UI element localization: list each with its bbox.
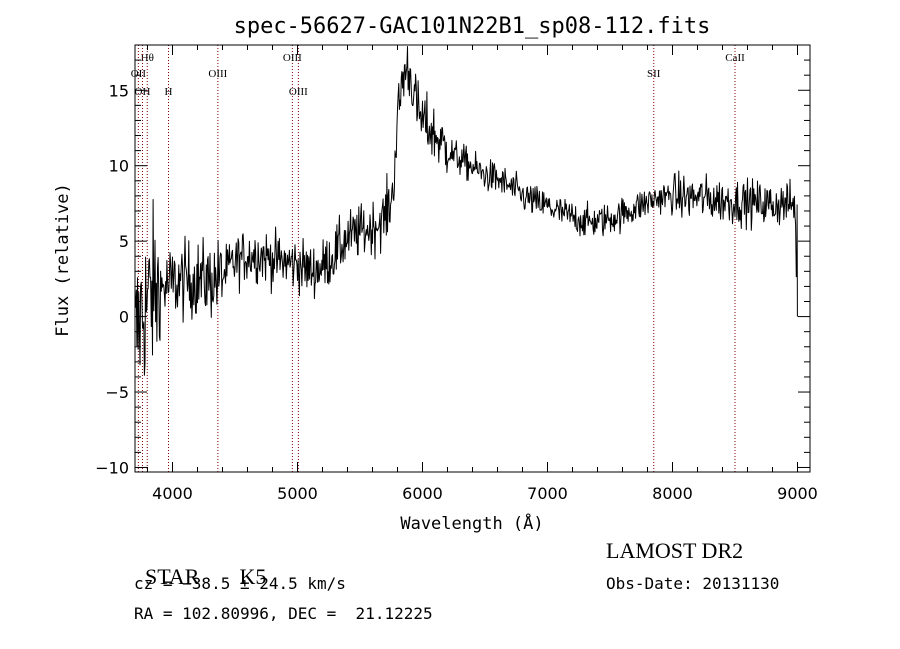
class-label: STAR bbox=[145, 564, 200, 589]
line-label-5: OIII bbox=[283, 52, 302, 64]
y-tick-label: −5 bbox=[105, 383, 129, 402]
axis-ticks: 4000 5000 6000 7000 8000 9000 −10 −5 0 5 10 15 bbox=[95, 45, 818, 503]
survey-label: LAMOST DR2 bbox=[606, 538, 744, 563]
x-tick-label: 5000 bbox=[277, 484, 318, 503]
x-tick-label: 9000 bbox=[777, 484, 818, 503]
coordinates-label: RA = 102.80996, DEC = 21.12225 bbox=[134, 604, 433, 623]
line-label-6: OIII bbox=[289, 86, 308, 98]
subclass-label: K5 bbox=[239, 564, 267, 589]
x-tick-label: 8000 bbox=[652, 484, 693, 503]
line-label-0: Hθ bbox=[141, 52, 154, 64]
x-tick-label: 7000 bbox=[527, 484, 568, 503]
y-tick-label: 10 bbox=[109, 157, 129, 176]
line-label-4: OIII bbox=[208, 68, 227, 80]
y-tick-label: −10 bbox=[95, 458, 129, 477]
y-tick-label: 5 bbox=[119, 232, 129, 251]
spectrum-trace bbox=[134, 46, 798, 376]
x-tick-label: 4000 bbox=[152, 484, 193, 503]
line-label-1: OII bbox=[131, 68, 147, 80]
chart-title: spec-56627-GAC101N22B1_sp08-112.fits bbox=[234, 14, 711, 39]
object-class: STAR K5 bbox=[134, 538, 266, 590]
y-tick-label: 15 bbox=[109, 81, 129, 100]
line-label-3: H bbox=[165, 86, 173, 98]
y-axis-label: Flux (relative) bbox=[53, 183, 73, 337]
emission-line-markers: Hθ OII OH H OIII OIII OIII SII CaII bbox=[131, 45, 745, 472]
line-label-7: SII bbox=[647, 68, 661, 80]
y-tick-label: 0 bbox=[119, 308, 129, 327]
line-label-2: OH bbox=[135, 86, 151, 98]
redshift-label: cz = −38.5 ± 24.5 km/s bbox=[134, 574, 346, 593]
obs-date-label: Obs-Date: 20131130 bbox=[606, 574, 780, 593]
x-tick-label: 6000 bbox=[402, 484, 443, 503]
x-axis-label: Wavelength (Å) bbox=[400, 512, 543, 534]
spectrum-line bbox=[134, 46, 798, 376]
line-label-8: CaII bbox=[725, 52, 745, 64]
